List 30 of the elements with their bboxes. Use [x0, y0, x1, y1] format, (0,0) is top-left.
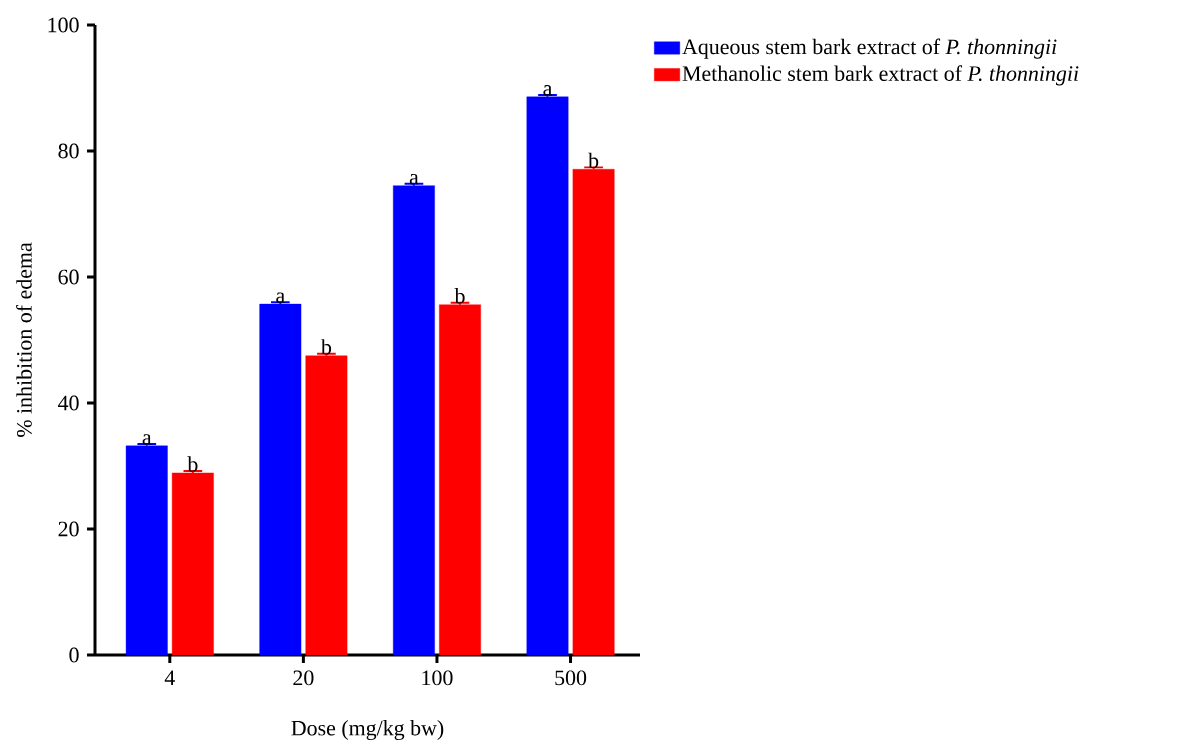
legend-label: Methanolic stem bark extract of P. thonningii	[682, 65, 1079, 86]
annotation: b	[454, 288, 465, 304]
annotation: a	[142, 434, 152, 445]
y-tick-label: 40	[58, 395, 79, 411]
legend-label: Aqueous stem bark extract of P. thonningii	[682, 38, 1057, 59]
y-axis-title: % inhibition of edema	[16, 242, 32, 437]
bar	[125, 445, 168, 656]
y-tick-label: 100	[48, 17, 79, 33]
y-tick-label: 0	[69, 647, 79, 663]
annotation: b	[187, 456, 198, 472]
annotation: a	[276, 292, 285, 303]
y-tick-label: 60	[58, 269, 79, 285]
x-tick-label: 4	[164, 670, 175, 685]
annotation: b	[588, 152, 599, 169]
x-tick-label: 500	[555, 670, 587, 686]
bar	[439, 304, 481, 656]
annotation: b	[320, 339, 332, 355]
bar	[171, 472, 214, 656]
x-axis-title: Dose (mg/kg bw)	[291, 720, 444, 741]
x-tick-label: 100	[422, 670, 453, 686]
bar	[526, 96, 569, 656]
x-tick-label: 20	[293, 670, 314, 686]
bar	[305, 355, 348, 656]
annotation: a	[409, 173, 419, 185]
bar	[393, 185, 435, 656]
bar	[572, 169, 615, 656]
bar	[259, 303, 302, 656]
y-tick-label: 20	[58, 521, 79, 537]
annotation: a	[543, 85, 553, 96]
y-tick-label: 80	[58, 143, 79, 159]
